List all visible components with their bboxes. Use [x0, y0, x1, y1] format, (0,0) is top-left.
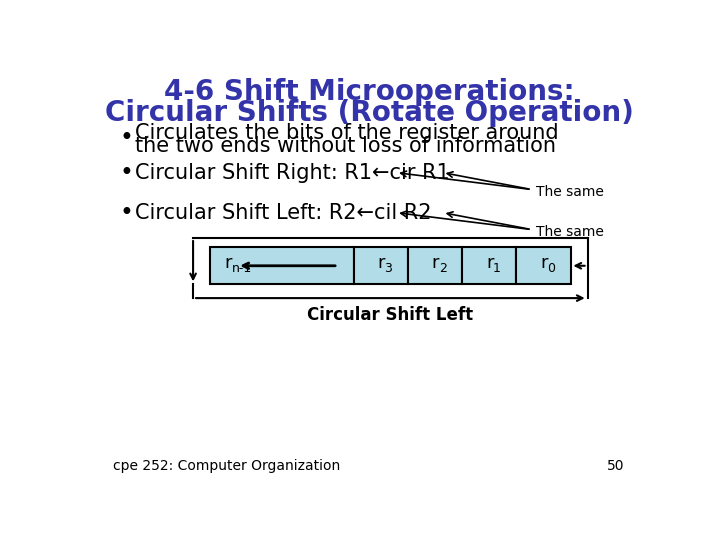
Text: Circular Shift Right: R1←cir R1: Circular Shift Right: R1←cir R1 — [135, 163, 450, 183]
Text: r: r — [377, 254, 385, 273]
Text: The same: The same — [536, 225, 603, 239]
Text: •: • — [120, 126, 133, 150]
Text: 4-6 Shift Microoperations:: 4-6 Shift Microoperations: — [163, 78, 575, 106]
Text: r: r — [432, 254, 439, 273]
Bar — [210, 247, 354, 284]
Text: 50: 50 — [607, 459, 625, 473]
Text: n-1: n-1 — [232, 261, 252, 274]
Text: 3: 3 — [384, 262, 392, 275]
Bar — [408, 247, 462, 284]
Text: cpe 252: Computer Organization: cpe 252: Computer Organization — [113, 459, 341, 473]
Text: 2: 2 — [438, 262, 446, 275]
Bar — [516, 247, 570, 284]
Text: •: • — [120, 160, 133, 185]
Text: 1: 1 — [493, 262, 501, 275]
Bar — [462, 247, 516, 284]
Text: r: r — [224, 254, 232, 272]
Text: Circulates the bits of the register around: Circulates the bits of the register arou… — [135, 123, 559, 143]
Bar — [354, 247, 408, 284]
Text: The same: The same — [536, 185, 603, 199]
Text: Circular Shifts (Rotate Operation): Circular Shifts (Rotate Operation) — [104, 98, 634, 126]
Text: the two ends without loss of information: the two ends without loss of information — [135, 137, 556, 157]
Text: •: • — [120, 201, 133, 225]
Text: Circular Shift Left: Circular Shift Left — [307, 306, 473, 324]
Text: 0: 0 — [547, 262, 555, 275]
Text: Circular Shift Left: R2←cil R2: Circular Shift Left: R2←cil R2 — [135, 202, 431, 222]
Text: r: r — [486, 254, 493, 273]
Text: r: r — [540, 254, 548, 273]
